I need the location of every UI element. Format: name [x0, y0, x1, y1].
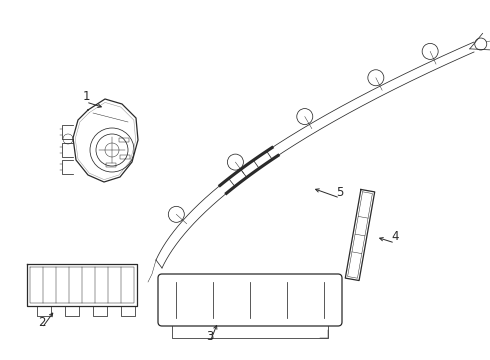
- Text: 5: 5: [336, 185, 343, 198]
- Text: 3: 3: [206, 329, 214, 342]
- Text: 2: 2: [38, 315, 46, 328]
- Bar: [119, 138, 129, 142]
- Text: 1: 1: [82, 90, 90, 103]
- Bar: [120, 155, 130, 159]
- Bar: [106, 163, 116, 167]
- Text: 4: 4: [391, 230, 399, 243]
